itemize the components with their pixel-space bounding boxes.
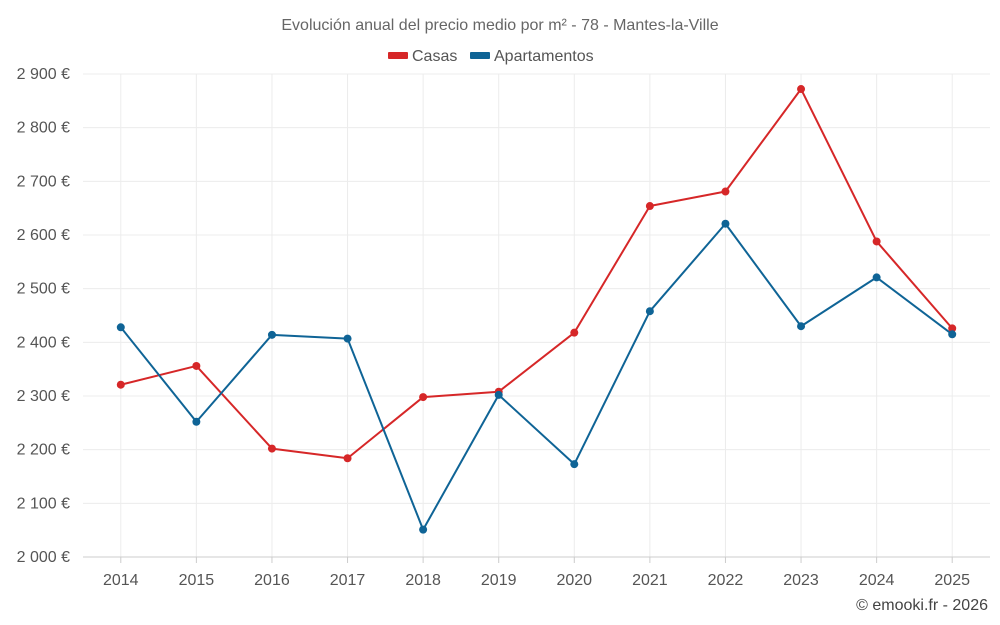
point-apartamentos-2015[interactable] <box>192 417 201 426</box>
y-tick-label-2900: 2 900 € <box>17 66 70 83</box>
point-casas-2018[interactable] <box>419 393 428 402</box>
point-apartamentos-2024[interactable] <box>872 273 881 282</box>
y-tick-label-2200: 2 200 € <box>17 442 70 459</box>
legend-swatch-casas <box>388 52 408 59</box>
y-tick-label-2800: 2 800 € <box>17 120 70 137</box>
point-casas-2021[interactable] <box>645 202 654 211</box>
vertical-gridlines <box>120 74 953 557</box>
point-casas-2024[interactable] <box>872 237 881 246</box>
series-points <box>116 85 957 534</box>
point-casas-2022[interactable] <box>721 187 730 196</box>
series-line-apartamentos <box>120 222 953 531</box>
credit-text: © emooki.fr - 2026 <box>856 597 988 614</box>
x-axis-tick-labels: 2014 2015 2016 2017 2018 2019 2020 2021 2022 2023… <box>103 557 970 589</box>
x-tick-label-2021: 2021 <box>632 572 668 589</box>
point-casas-2020[interactable] <box>570 328 579 337</box>
point-apartamentos-2016[interactable] <box>267 330 276 339</box>
y-tick-label-2300: 2 300 € <box>17 388 70 405</box>
x-tick-label-2015: 2015 <box>179 572 215 589</box>
point-casas-2025[interactable] <box>948 324 957 333</box>
y-tick-label-2700: 2 700 € <box>17 173 70 190</box>
horizontal-gridlines <box>83 73 990 504</box>
legend-label-casas: Casas <box>412 48 457 65</box>
point-apartamentos-2020[interactable] <box>570 460 579 469</box>
point-casas-2015[interactable] <box>192 361 201 370</box>
point-casas-2023[interactable] <box>797 85 806 94</box>
y-tick-label-2400: 2 400 € <box>17 334 70 351</box>
x-tick-label-2025: 2025 <box>934 572 970 589</box>
point-apartamentos-2018[interactable] <box>419 525 428 534</box>
x-tick-label-2018: 2018 <box>405 572 441 589</box>
point-casas-2016[interactable] <box>267 444 276 453</box>
legend-item-apartamentos[interactable]: Apartamentos <box>470 48 594 65</box>
x-tick-label-2016: 2016 <box>254 572 290 589</box>
series-line-casas <box>120 88 953 460</box>
legend-label-apartamentos: Apartamentos <box>494 48 594 65</box>
legend: Casas Apartamentos <box>388 48 594 65</box>
y-tick-label-2100: 2 100 € <box>17 495 70 512</box>
x-tick-label-2017: 2017 <box>330 572 366 589</box>
point-apartamentos-2022[interactable] <box>721 219 730 228</box>
point-apartamentos-2021[interactable] <box>645 307 654 316</box>
point-apartamentos-2017[interactable] <box>343 334 352 343</box>
legend-item-casas[interactable]: Casas <box>388 48 457 65</box>
x-tick-label-2014: 2014 <box>103 572 139 589</box>
point-apartamentos-2014[interactable] <box>116 323 125 332</box>
point-apartamentos-2019[interactable] <box>494 390 503 399</box>
x-tick-label-2023: 2023 <box>783 572 819 589</box>
legend-swatch-apartamentos <box>470 52 490 59</box>
y-tick-label-2000: 2 000 € <box>17 549 70 566</box>
x-tick-label-2020: 2020 <box>556 572 592 589</box>
x-tick-label-2022: 2022 <box>708 572 744 589</box>
series-lines <box>120 88 953 531</box>
x-tick-label-2024: 2024 <box>859 572 895 589</box>
point-casas-2017[interactable] <box>343 454 352 463</box>
y-axis-tick-labels: 2 000 € 2 100 € 2 200 € 2 300 € 2 400 € 2 500… <box>17 66 70 566</box>
y-tick-label-2500: 2 500 € <box>17 281 70 298</box>
x-tick-label-2019: 2019 <box>481 572 517 589</box>
point-casas-2014[interactable] <box>116 380 125 389</box>
point-apartamentos-2023[interactable] <box>797 322 806 331</box>
y-tick-label-2600: 2 600 € <box>17 227 70 244</box>
point-apartamentos-2025[interactable] <box>948 330 957 339</box>
chart-title: Evolución anual del precio medio por m² … <box>281 17 718 34</box>
